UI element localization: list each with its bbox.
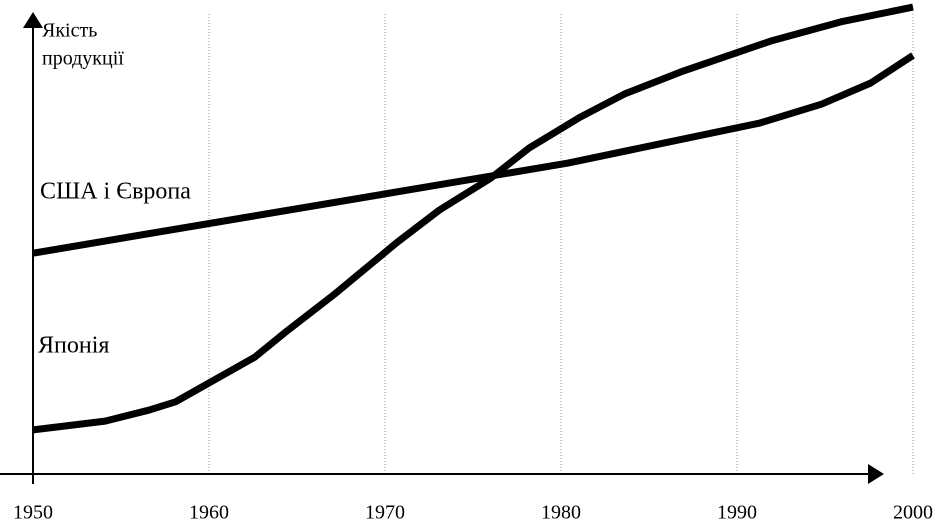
series-label: Японія: [38, 333, 109, 359]
x-tick-label: 1980: [541, 502, 581, 524]
x-tick-label: 1950: [13, 502, 53, 524]
series-label: США і Європа: [40, 179, 191, 205]
x-tick-label: 1970: [365, 502, 405, 524]
series-line: [32, 3, 914, 434]
x-tick-label: 1960: [189, 502, 229, 524]
series-line: [32, 52, 915, 257]
x-tick-label: 2000: [893, 502, 933, 524]
y-axis-arrow: [23, 12, 43, 28]
x-tick-label: 1990: [717, 502, 757, 524]
y-axis-label: Якість: [42, 20, 97, 42]
x-axis-arrow: [868, 464, 884, 484]
y-axis-label: продукції: [42, 48, 124, 70]
